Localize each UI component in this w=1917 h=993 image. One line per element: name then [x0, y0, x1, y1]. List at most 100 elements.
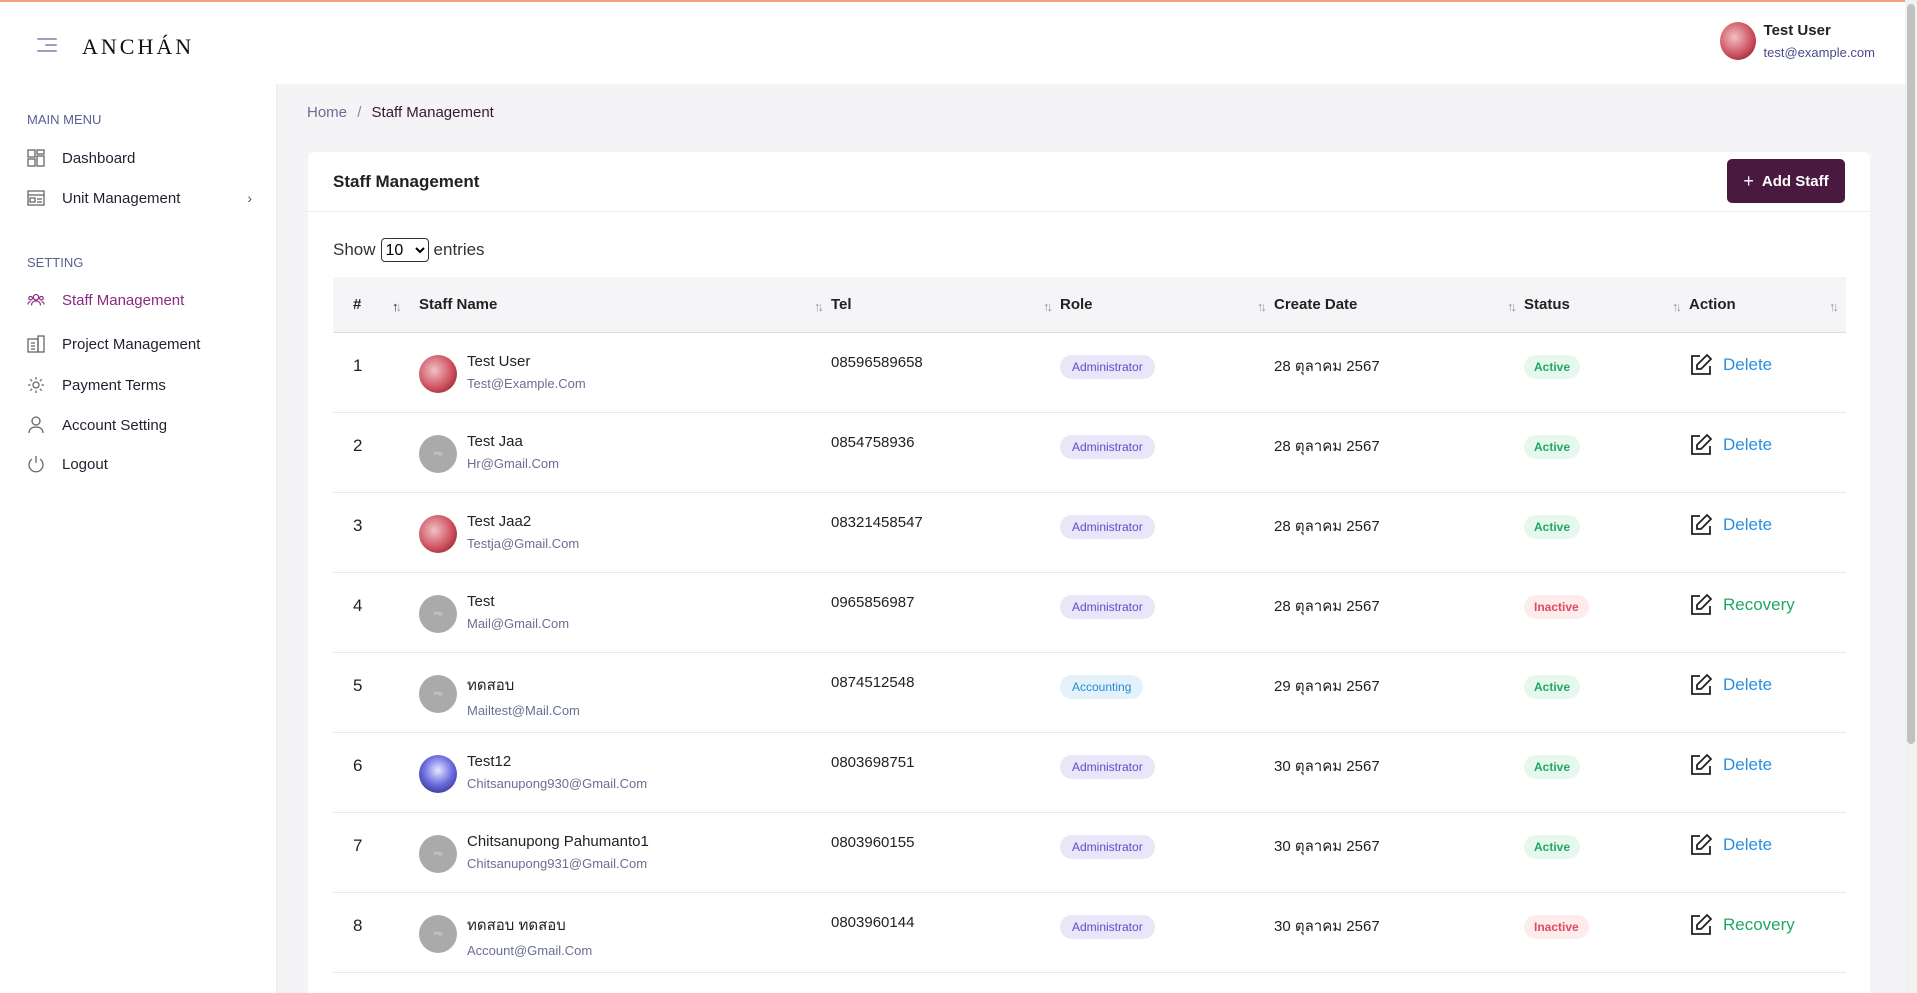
- sort-icon[interactable]: ↑↓: [1829, 299, 1839, 314]
- col-header-create-date[interactable]: Create Date ↑↓: [1274, 277, 1524, 333]
- col-header-status[interactable]: Status ↑↓: [1524, 277, 1689, 333]
- delete-link[interactable]: Delete: [1723, 354, 1773, 374]
- role-badge: Administrator: [1060, 354, 1155, 379]
- sort-icon[interactable]: ↑↓: [392, 299, 402, 314]
- avatar: img: [419, 914, 457, 953]
- add-staff-label: Add Staff: [1761, 172, 1829, 190]
- gear-icon: [27, 376, 45, 394]
- sidebar-item-unit-management[interactable]: Unit Management ›: [27, 185, 252, 211]
- staff-tel: 0874512548: [831, 652, 1060, 733]
- status-badge: Active: [1524, 754, 1581, 779]
- top-bar: ANCHÁN Test User test@example.com: [0, 0, 1905, 84]
- staff-email: Mail@Gmail.Com: [467, 615, 570, 631]
- col-header-tel[interactable]: Tel ↑↓: [831, 277, 1060, 333]
- sidebar-item-payment-terms[interactable]: Payment Terms: [27, 372, 252, 398]
- table-row: 3 Test Jaa2 Testja@Gmail.Com 08321458547 …: [333, 492, 1846, 573]
- sidebar-item-account-setting[interactable]: Account Setting: [27, 412, 252, 438]
- edit-icon[interactable]: [1689, 593, 1713, 617]
- user-profile[interactable]: Test User test@example.com: [1719, 22, 1875, 60]
- table-row: 6 Test12 Chitsanupong930@Gmail.Com 080369…: [333, 732, 1846, 813]
- recovery-link[interactable]: Recovery: [1723, 594, 1795, 614]
- status-badge: Active: [1524, 674, 1581, 699]
- sidebar-item-staff-management[interactable]: Staff Management: [27, 287, 252, 313]
- delete-link[interactable]: Delete: [1723, 514, 1773, 534]
- edit-icon[interactable]: [1689, 433, 1713, 457]
- avatar: img: [419, 434, 457, 473]
- sidebar-item-label: Staff Management: [62, 291, 185, 309]
- staff-email: Testja@Gmail.Com: [467, 535, 580, 551]
- user-name: Test User: [1763, 22, 1831, 39]
- sidebar-item-label: Unit Management: [62, 189, 181, 207]
- row-index: 8: [333, 892, 419, 973]
- staff-email: Test@Example.Com: [467, 375, 586, 391]
- chevron-right-icon: ›: [247, 190, 252, 206]
- scrollbar-thumb[interactable]: [1907, 4, 1915, 744]
- page-scrollbar[interactable]: [1905, 0, 1917, 993]
- role-badge: Administrator: [1060, 514, 1155, 539]
- menu-toggle-icon[interactable]: [37, 38, 57, 52]
- row-index: 7: [333, 812, 419, 893]
- role-badge: Administrator: [1060, 834, 1155, 859]
- staff-name: Test Jaa2: [467, 512, 532, 530]
- col-header-index[interactable]: # ↑↓: [333, 277, 419, 333]
- logo: ANCHÁN: [82, 34, 195, 59]
- users-icon: [27, 291, 45, 309]
- staff-tel: 0803960155: [831, 812, 1060, 893]
- avatar: [419, 514, 457, 553]
- staff-tel: 0965856987: [831, 572, 1060, 653]
- entries-label: entries: [433, 240, 485, 259]
- staff-name: Chitsanupong Pahumanto1: [467, 832, 649, 850]
- delete-link[interactable]: Delete: [1723, 834, 1773, 854]
- sort-icon[interactable]: ↑↓: [1507, 299, 1517, 314]
- edit-icon[interactable]: [1689, 513, 1713, 537]
- sidebar-item-label: Payment Terms: [62, 376, 166, 394]
- edit-icon[interactable]: [1689, 913, 1713, 937]
- sort-icon[interactable]: ↑↓: [1672, 299, 1682, 314]
- col-header-staff-name[interactable]: Staff Name ↑↓: [419, 277, 831, 333]
- sort-icon[interactable]: ↑↓: [814, 299, 824, 314]
- col-header-action[interactable]: Action ↑↓: [1689, 277, 1846, 333]
- role-badge: Administrator: [1060, 594, 1155, 619]
- staff-tel: 08596589658: [831, 332, 1060, 413]
- sidebar-item-logout[interactable]: Logout: [27, 451, 252, 477]
- sidebar-item-project-management[interactable]: Project Management: [27, 331, 252, 357]
- create-date: 28 ตุลาคม 2567: [1274, 412, 1524, 493]
- col-header-role[interactable]: Role ↑↓: [1060, 277, 1274, 333]
- delete-link[interactable]: Delete: [1723, 674, 1773, 694]
- staff-name: ทดสอบ ทดสอบ: [467, 916, 566, 934]
- create-date: 28 ตุลาคม 2567: [1274, 572, 1524, 653]
- create-date: 28 ตุลาคม 2567: [1274, 332, 1524, 413]
- recovery-link[interactable]: Recovery: [1723, 914, 1795, 934]
- row-index: 2: [333, 412, 419, 493]
- power-icon: [27, 455, 45, 473]
- row-index: 5: [333, 652, 419, 733]
- main-menu-heading: MAIN MENU: [27, 112, 102, 127]
- edit-icon[interactable]: [1689, 753, 1713, 777]
- sidebar-item-dashboard[interactable]: Dashboard: [27, 145, 252, 171]
- sort-icon[interactable]: ↑↓: [1257, 299, 1267, 314]
- card-header: Staff Management + Add Staff: [308, 152, 1870, 212]
- delete-link[interactable]: Delete: [1723, 754, 1773, 774]
- avatar: [419, 354, 457, 393]
- sidebar: MAIN MENU Dashboard Unit Management › SE…: [0, 84, 277, 993]
- edit-icon[interactable]: [1689, 673, 1713, 697]
- staff-tel: 0803960144: [831, 892, 1060, 973]
- staff-tel: 08321458547: [831, 492, 1060, 573]
- sidebar-item-label: Account Setting: [62, 416, 168, 434]
- create-date: 30 ตุลาคม 2567: [1274, 812, 1524, 893]
- avatar: img: [419, 594, 457, 633]
- sidebar-item-label: Dashboard: [62, 149, 136, 167]
- plus-icon: +: [1743, 170, 1754, 191]
- edit-icon[interactable]: [1689, 353, 1713, 377]
- avatar: img: [419, 834, 457, 873]
- breadcrumb: Home / Staff Management: [307, 104, 494, 121]
- breadcrumb-separator: /: [357, 104, 362, 121]
- add-staff-button[interactable]: + Add Staff: [1727, 159, 1845, 203]
- page-size-select[interactable]: 10: [380, 238, 429, 262]
- role-badge: Administrator: [1060, 914, 1155, 939]
- breadcrumb-home[interactable]: Home: [307, 104, 348, 121]
- edit-icon[interactable]: [1689, 833, 1713, 857]
- status-badge: Active: [1524, 514, 1581, 539]
- sort-icon[interactable]: ↑↓: [1043, 299, 1053, 314]
- delete-link[interactable]: Delete: [1723, 434, 1773, 454]
